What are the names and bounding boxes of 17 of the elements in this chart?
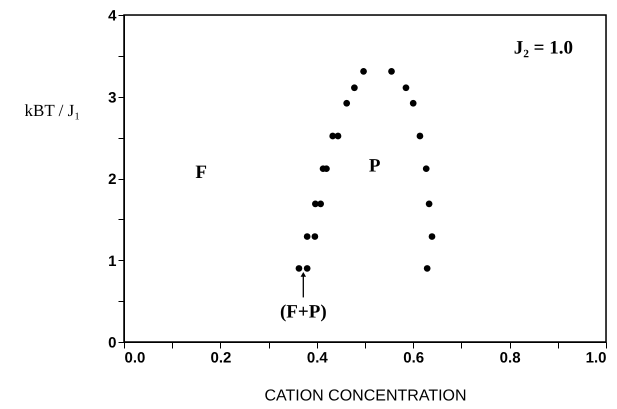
x-tick-label: 0.4 [306,350,328,366]
annotation: P [368,155,381,176]
x-tick-label: 0.8 [500,350,521,366]
y-tick-label: 0 [108,334,116,352]
annotation: J₂ = 1.0 [514,38,573,59]
y-tick-label: 3 [108,89,116,106]
x-tick-label: 0.2 [210,350,232,366]
y-tick-label: 2 [108,171,116,188]
x-tick-label: 1.0 [586,350,606,366]
annotation: F [195,162,207,183]
x-tick-label: 0.6 [403,350,424,366]
annotation: (F+P) [280,301,327,322]
x-axis-title: CATION CONCENTRATION [264,388,467,404]
y-axis-title: kBT / J₁ [24,101,80,120]
x-tick-label: 0.0 [124,350,146,366]
y-tick-label: 4 [108,8,118,24]
y-tick-label: 1 [108,252,116,270]
